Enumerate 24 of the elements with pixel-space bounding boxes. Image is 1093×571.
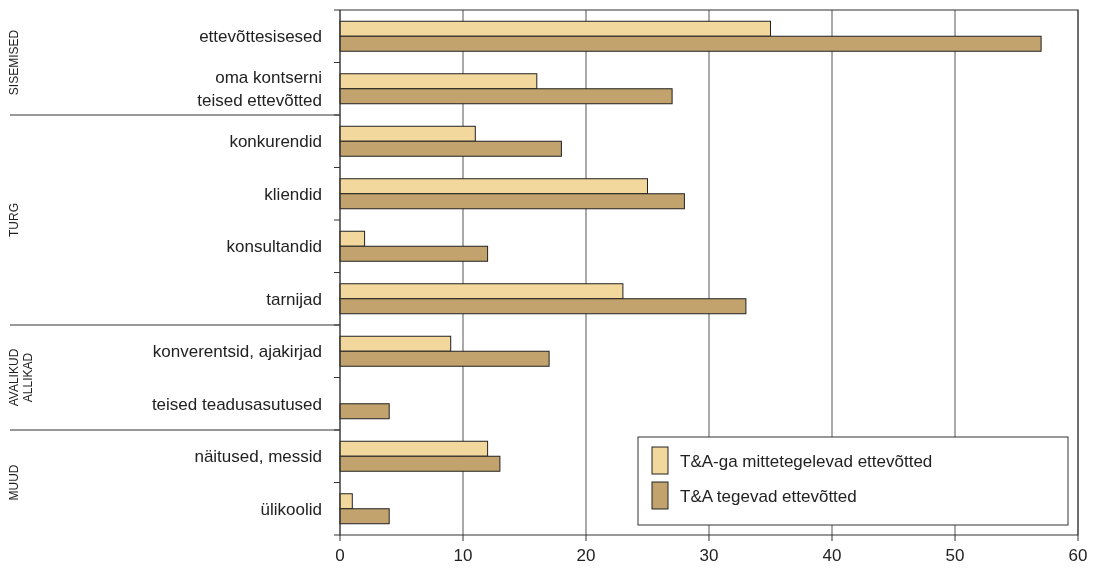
- bar: [339, 403, 390, 420]
- x-tick-label: 20: [576, 546, 596, 565]
- text: MUUD: [7, 464, 21, 501]
- y-tick-label: tarnijad: [266, 289, 322, 309]
- text: SISEMISED: [7, 29, 21, 96]
- x-tick-label: 0: [335, 546, 345, 565]
- x-tick-label: 50: [945, 546, 965, 565]
- y-tick-label: ülikoolid: [260, 499, 322, 519]
- x-tick-label: 60: [1068, 546, 1088, 565]
- y-tick-label: oma kontserni teised ettevõtted: [197, 68, 322, 111]
- y-tick-label: teised teadusasutused: [151, 394, 322, 414]
- legend-label: T&A tegevad ettevõtted: [680, 487, 857, 506]
- y-tick-label: näitused, messid: [194, 447, 322, 467]
- y-tick-label: konkurendid: [229, 132, 322, 152]
- y-tick-label: konsultandid: [226, 237, 322, 257]
- legend-label: T&A-ga mittetegelevad ettevõtted: [680, 452, 933, 471]
- text: AVALIKUD ALLIKAD: [7, 348, 35, 407]
- y-tick-label: kliendid: [264, 184, 322, 204]
- x-tick-label: 30: [699, 546, 719, 565]
- y-tick-label: konverentsid, ajakirjad: [152, 342, 322, 362]
- x-tick-label: 10: [453, 546, 473, 565]
- x-tick-label: 40: [822, 546, 842, 565]
- text: TURG: [7, 203, 21, 237]
- y-tick-label: ettevõttesisesed: [199, 27, 322, 47]
